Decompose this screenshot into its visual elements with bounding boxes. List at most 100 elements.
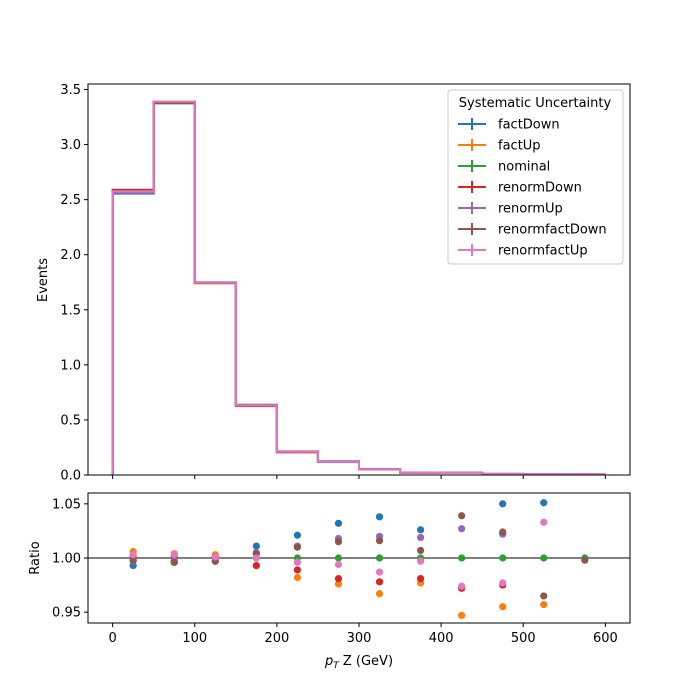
- ratio-point-renormfactup: [170, 551, 178, 559]
- ratio-point-renormfactup: [458, 582, 466, 590]
- ratio-y-tick-label: 1.05: [52, 497, 81, 512]
- legend-label: nominal: [498, 160, 550, 175]
- main-histogram-steps: [111, 100, 606, 476]
- ratio-point-factup: [499, 603, 507, 611]
- ratio-point-renormfactdown: [293, 543, 302, 551]
- legend-entry-nominal: nominal: [458, 160, 550, 175]
- ratio-point-factdown: [334, 519, 343, 527]
- main-y-ticks: 0.0 0.5 1.0 1.5 2.0 2.5 3.0 3.5: [60, 83, 88, 484]
- ratio-point-renormdown: [252, 561, 260, 570]
- legend-label: renormUp: [498, 202, 563, 217]
- legend-label: factUp: [498, 139, 541, 154]
- ratio-point-nominal: [375, 554, 384, 562]
- legend-entries: factDown factUp nominal renormDown renormUp r…: [458, 118, 607, 259]
- main-y-tick-label: 0.0: [60, 469, 81, 484]
- ratio-point-renormfactup: [252, 554, 260, 562]
- ratio-x-label: pT Z (GeV): [324, 654, 393, 671]
- ratio-point-renormdown: [375, 578, 384, 586]
- x-label-sub: T: [333, 661, 340, 671]
- x-label-p: p: [324, 654, 333, 669]
- ratio-point-factdown: [416, 526, 425, 534]
- ratio-x-tick-label: 0: [108, 631, 116, 646]
- ratio-x-tick-label: 400: [429, 631, 454, 646]
- ratio-point-factdown: [375, 513, 384, 521]
- main-panel: 0.0 0.5 1.0 1.5 2.0 2.5 3.0 3.5 Events: [36, 83, 631, 484]
- ratio-point-factup: [540, 600, 548, 609]
- ratio-point-renormup: [458, 525, 466, 533]
- x-label-rest: Z (GeV): [339, 654, 393, 669]
- legend-label: factDown: [498, 118, 560, 133]
- ratio-points: [129, 499, 589, 620]
- ratio-point-renormfactdown: [581, 556, 589, 564]
- ratio-x-tick-label: 600: [593, 631, 618, 646]
- main-y-label: Events: [36, 258, 51, 302]
- ratio-x-tick-label: 500: [511, 631, 536, 646]
- ratio-point-renormfactup: [293, 558, 302, 566]
- legend-entry-renormfactup: renormfactUp: [458, 244, 588, 259]
- ratio-point-factdown: [499, 500, 507, 508]
- legend-entry-renormfactdown: renormfactDown: [458, 223, 607, 238]
- ratio-x-ticks: 0 100 200 300 400 500 600: [108, 623, 618, 646]
- ratio-y-tick-label: 1.00: [52, 552, 81, 567]
- ratio-point-renormfactdown: [129, 556, 137, 564]
- ratio-point-renormfactup: [416, 557, 425, 565]
- ratio-point-renormfactup: [540, 518, 548, 526]
- ratio-point-renormfactdown: [170, 558, 178, 566]
- legend-label: renormfactDown: [498, 223, 607, 238]
- legend-entry-renormdown: renormDown: [458, 181, 582, 196]
- ratio-point-renormup: [416, 533, 425, 542]
- legend: Systematic Uncertainty factDown factUp nom…: [447, 89, 624, 265]
- ratio-point-renormfactup: [129, 551, 137, 559]
- ratio-point-renormfactup: [375, 568, 384, 576]
- legend-box: [447, 89, 624, 265]
- ratio-point-nominal: [540, 554, 548, 562]
- main-axes-frame: [87, 83, 631, 476]
- ratio-x-tick-label: 300: [347, 631, 372, 646]
- ratio-point-factdown: [540, 499, 548, 507]
- step-line-renormfactup: [111, 100, 606, 476]
- ratio-point-renormfactdown: [334, 538, 343, 546]
- legend-entry-renormup: renormUp: [458, 202, 563, 217]
- ratio-y-tick-label: 0.95: [52, 606, 81, 621]
- ratio-y-ticks: 0.95 1.00 1.05: [52, 497, 88, 621]
- ratio-point-factup: [375, 590, 384, 598]
- main-y-tick-label: 3.0: [60, 138, 81, 153]
- ratio-point-renormdown: [416, 574, 425, 583]
- main-x-ticks: [112, 475, 606, 479]
- ratio-point-renormdown: [293, 566, 302, 574]
- ratio-point-factup: [334, 580, 343, 588]
- legend-title: Systematic Uncertainty: [459, 96, 612, 111]
- main-y-tick-label: 1.5: [60, 303, 81, 318]
- ratio-y-label: Ratio: [28, 541, 43, 574]
- ratio-point-renormdown: [334, 574, 343, 583]
- main-y-tick-label: 1.0: [60, 358, 81, 373]
- ratio-axes-frame: [87, 492, 631, 624]
- ratio-point-renormfactup: [499, 579, 507, 587]
- ratio-point-factup: [458, 611, 466, 620]
- ratio-x-tick-label: 200: [264, 631, 289, 646]
- main-y-tick-label: 2.0: [60, 248, 81, 263]
- ratio-point-renormfactdown: [375, 537, 384, 545]
- ratio-point-nominal: [458, 554, 466, 562]
- ratio-point-factup: [293, 573, 302, 582]
- ratio-point-renormfactup: [334, 560, 343, 569]
- ratio-point-renormfactup: [211, 553, 219, 561]
- ratio-point-nominal: [334, 554, 343, 562]
- ratio-panel: 0.95 1.00 1.05 0 100 200 300 400 500 600 Ratio p…: [28, 492, 631, 671]
- main-y-tick-label: 0.5: [60, 413, 81, 428]
- ratio-point-renormfactdown: [499, 528, 507, 536]
- legend-entry-factdown: factDown: [458, 118, 560, 133]
- legend-entry-factup: factUp: [458, 139, 541, 154]
- ratio-point-renormfactdown: [416, 546, 425, 555]
- ratio-point-factdown: [293, 531, 302, 539]
- ratio-x-tick-label: 100: [182, 631, 207, 646]
- main-y-tick-label: 3.5: [60, 83, 81, 98]
- legend-label: renormfactUp: [498, 244, 588, 259]
- ratio-point-nominal: [499, 554, 507, 562]
- legend-label: renormDown: [498, 181, 582, 196]
- main-y-tick-label: 2.5: [60, 193, 81, 208]
- ratio-point-factdown: [252, 542, 260, 550]
- ratio-point-renormfactdown: [540, 592, 548, 600]
- ratio-point-renormfactdown: [458, 512, 466, 520]
